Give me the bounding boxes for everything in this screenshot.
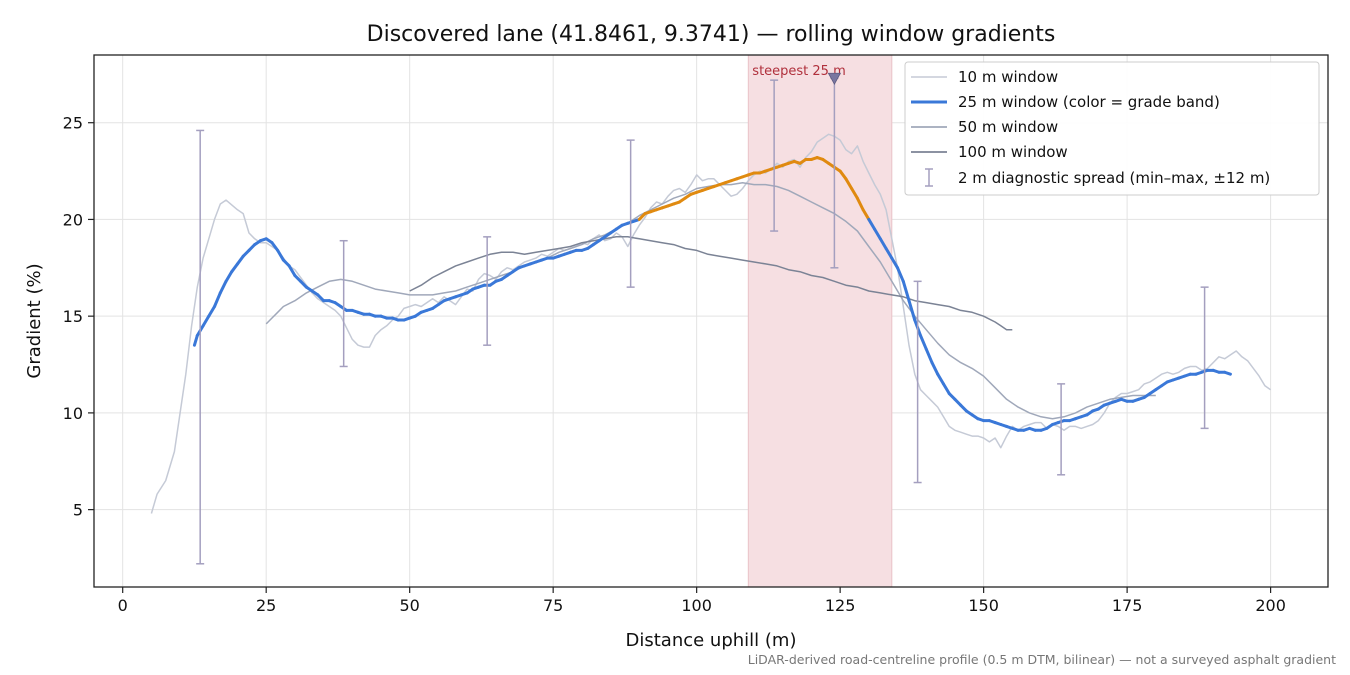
legend-label-errorbar: 2 m diagnostic spread (min–max, ±12 m) <box>958 169 1270 187</box>
x-tick-label: 200 <box>1255 596 1286 615</box>
legend-swatch-errorbar <box>925 168 933 187</box>
series-25m-segment <box>218 279 228 295</box>
series-25m-segment <box>884 246 894 260</box>
chart-title: Discovered lane (41.8461, 9.3741) — roll… <box>367 22 1056 47</box>
series-25m-segment <box>867 217 877 231</box>
x-tick-label: 25 <box>256 596 276 615</box>
steepest-marker <box>827 72 842 86</box>
series-25m-segment <box>930 361 940 376</box>
series-25m-segment <box>855 196 865 212</box>
series-25m-segment <box>230 262 239 274</box>
x-tick-label: 0 <box>118 596 128 615</box>
series-25m-segment <box>918 334 928 351</box>
series-25m-segment <box>213 291 222 308</box>
series-25m-segment <box>192 334 199 347</box>
steepest-band-rect <box>747 54 893 588</box>
error-bar <box>339 239 348 368</box>
x-tick-label: 175 <box>1112 596 1143 615</box>
y-axis-label: Gradient (%) <box>24 263 45 378</box>
series-25m-segment <box>270 241 280 252</box>
steepest-band-label: steepest 25 m <box>752 64 845 79</box>
error-bar <box>626 139 635 288</box>
series-25m-segment <box>850 186 859 200</box>
series-25m-segment <box>844 177 854 190</box>
series-25m-segment <box>287 264 297 278</box>
series-25m-segment <box>224 270 234 283</box>
series-25m-segment <box>878 237 888 250</box>
error-bar <box>913 280 922 484</box>
series-25m-segment <box>924 347 934 365</box>
series-25m-segment <box>896 266 905 283</box>
error-bar <box>196 129 205 565</box>
x-tick-label: 125 <box>825 596 856 615</box>
x-tick-label: 50 <box>399 596 419 615</box>
series-25m-segment <box>873 227 882 241</box>
y-tick-label: 25 <box>63 114 83 133</box>
series-25m-segment <box>201 314 211 328</box>
footnote: LiDAR-derived road-centreline profile (0… <box>748 652 1336 667</box>
x-tick-label: 100 <box>681 596 712 615</box>
series-25m-segment <box>907 299 917 322</box>
error-bar <box>1200 286 1209 430</box>
series-25m-segment <box>1223 370 1232 376</box>
series-25m-segment <box>276 248 285 262</box>
y-tick-label: 5 <box>73 501 83 520</box>
series-25m-segment <box>936 372 945 386</box>
series-25m-segment <box>235 254 245 266</box>
steepest-band: steepest 25 m <box>747 54 893 588</box>
legend-box <box>904 61 1320 196</box>
error-bars <box>196 77 1209 565</box>
series-line-3 <box>409 236 1013 331</box>
y-tick-label: 20 <box>63 210 83 229</box>
y-tick-label: 10 <box>63 404 83 423</box>
series-25m-segment <box>901 279 911 303</box>
y-tick-label: 15 <box>63 307 83 326</box>
legend: 10 m window 25 m window (color = grade b… <box>904 61 1320 196</box>
error-bar <box>483 236 492 346</box>
series-25m-segment <box>838 169 848 181</box>
series-25m-segment <box>861 208 871 221</box>
error-bar <box>770 79 779 232</box>
x-tick-label: 75 <box>543 596 563 615</box>
plot-frame <box>93 54 1329 588</box>
steepest-marker-triangle <box>827 72 842 86</box>
series-line-0 <box>150 133 1272 514</box>
error-bar <box>1057 383 1066 476</box>
x-tick-label: 150 <box>968 596 999 615</box>
x-axis-ticks: 0 25 50 75 100 125 150 175 200 <box>118 587 1286 615</box>
x-axis-label: Distance uphill (m) <box>626 630 797 651</box>
y-axis-ticks: 5 10 15 20 25 <box>63 114 94 520</box>
series-line-2 <box>265 181 1156 420</box>
series-25m-segment <box>207 304 217 318</box>
legend-label-10m: 10 m window <box>958 68 1058 86</box>
legend-label-100m: 100 m window <box>958 143 1068 161</box>
legend-label-50m: 50 m window <box>958 118 1058 136</box>
series-25m-segment <box>941 382 951 396</box>
series-25m-segment <box>890 256 900 270</box>
legend-label-25m: 25 m window (color = grade band) <box>958 93 1220 111</box>
